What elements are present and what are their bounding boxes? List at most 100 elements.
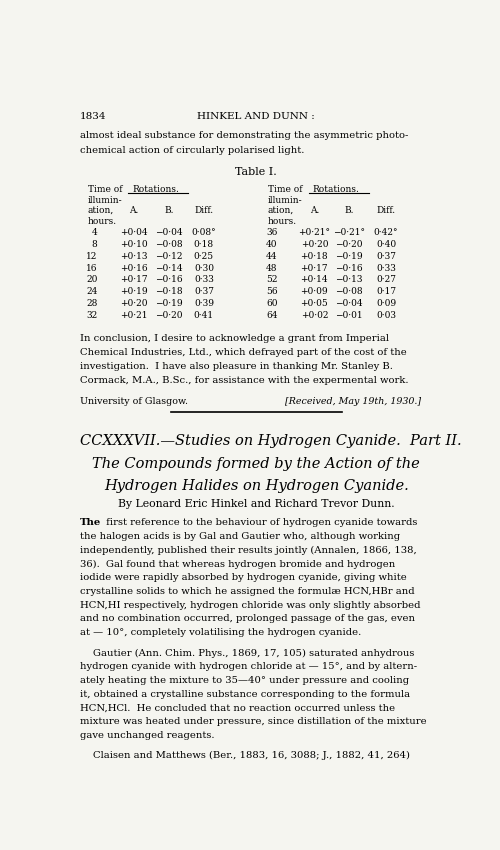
Text: illumin-: illumin- [268, 196, 302, 205]
Text: −0·16: −0·16 [155, 275, 183, 285]
Text: −0·20: −0·20 [156, 311, 183, 320]
Text: 0·41: 0·41 [194, 311, 214, 320]
Text: Time of: Time of [268, 185, 302, 194]
Text: 1834: 1834 [80, 112, 106, 121]
Text: Diff.: Diff. [194, 206, 214, 215]
Text: 0·40: 0·40 [376, 240, 396, 249]
Text: B.: B. [344, 206, 354, 215]
Text: In conclusion, I desire to acknowledge a grant from Imperial: In conclusion, I desire to acknowledge a… [80, 334, 389, 343]
Text: A.: A. [130, 206, 139, 215]
Text: 16: 16 [86, 264, 98, 273]
Text: 32: 32 [86, 311, 98, 320]
Text: +0·21: +0·21 [120, 311, 148, 320]
Text: 0·18: 0·18 [194, 240, 214, 249]
Text: 24: 24 [86, 287, 98, 296]
Text: A.: A. [310, 206, 319, 215]
Text: +0·16: +0·16 [120, 264, 148, 273]
Text: 0·08°: 0·08° [192, 229, 216, 237]
Text: 44: 44 [266, 252, 278, 261]
Text: −0·14: −0·14 [155, 264, 183, 273]
Text: −0·16: −0·16 [336, 264, 363, 273]
Text: hydrogen cyanide with hydrogen chloride at — 15°, and by altern-: hydrogen cyanide with hydrogen chloride … [80, 662, 417, 672]
Text: The: The [80, 518, 101, 527]
Text: 36: 36 [266, 229, 278, 237]
Text: −0·04: −0·04 [155, 229, 183, 237]
Text: +0·09: +0·09 [300, 287, 328, 296]
Text: The Compounds formed by the Action of the: The Compounds formed by the Action of th… [92, 456, 420, 471]
Text: at — 10°, completely volatilising the hydrogen cyanide.: at — 10°, completely volatilising the hy… [80, 628, 361, 638]
Text: Rotations.: Rotations. [312, 185, 359, 194]
Text: independently, published their results jointly (Annalen, 1866, 138,: independently, published their results j… [80, 546, 416, 555]
Text: iodide were rapidly absorbed by hydrogen cyanide, giving white: iodide were rapidly absorbed by hydrogen… [80, 573, 406, 582]
Text: +0·05: +0·05 [300, 299, 328, 308]
Text: +0·13: +0·13 [120, 252, 148, 261]
Text: the halogen acids is by Gal and Gautier who, although working: the halogen acids is by Gal and Gautier … [80, 532, 400, 541]
Text: HCN,HCl.  He concluded that no reaction occurred unless the: HCN,HCl. He concluded that no reaction o… [80, 704, 395, 712]
Text: CCXXXVII.—Studies on Hydrogen Cyanide.  Part II.: CCXXXVII.—Studies on Hydrogen Cyanide. P… [80, 434, 462, 449]
Text: 56: 56 [266, 287, 278, 296]
Text: Time of: Time of [88, 185, 122, 194]
Text: +0·04: +0·04 [120, 229, 148, 237]
Text: +0·14: +0·14 [300, 275, 328, 285]
Text: ation,: ation, [88, 206, 114, 215]
Text: first reference to the behaviour of hydrogen cyanide towards: first reference to the behaviour of hydr… [103, 518, 418, 527]
Text: investigation.  I have also pleasure in thanking Mr. Stanley B.: investigation. I have also pleasure in t… [80, 362, 393, 371]
Text: 0·37: 0·37 [376, 252, 396, 261]
Text: −0·21°: −0·21° [333, 229, 365, 237]
Text: hours.: hours. [88, 217, 117, 225]
Text: crystalline solids to which he assigned the formulæ HCN,HBr and: crystalline solids to which he assigned … [80, 587, 414, 596]
Text: 8: 8 [92, 240, 98, 249]
Text: Cormack, M.A., B.Sc., for assistance with the expermental work.: Cormack, M.A., B.Sc., for assistance wit… [80, 376, 408, 384]
Text: B.: B. [164, 206, 174, 215]
Text: Table I.: Table I. [236, 167, 277, 177]
Text: 28: 28 [86, 299, 98, 308]
Text: 0·33: 0·33 [376, 264, 396, 273]
Text: it, obtained a crystalline substance corresponding to the formula: it, obtained a crystalline substance cor… [80, 689, 410, 699]
Text: −0·18: −0·18 [155, 287, 183, 296]
Text: +0·18: +0·18 [300, 252, 328, 261]
Text: Claisen and Matthews (Ber., 1883, 16, 3088; J., 1882, 41, 264): Claisen and Matthews (Ber., 1883, 16, 30… [92, 751, 409, 761]
Text: 40: 40 [266, 240, 278, 249]
Text: By Leonard Eric Hinkel and Richard Trevor Dunn.: By Leonard Eric Hinkel and Richard Trevo… [118, 499, 394, 508]
Text: −0·08: −0·08 [155, 240, 183, 249]
Text: and no combination occurred, prolonged passage of the gas, even: and no combination occurred, prolonged p… [80, 615, 415, 623]
Text: 20: 20 [86, 275, 98, 285]
Text: −0·12: −0·12 [156, 252, 183, 261]
Text: −0·01: −0·01 [336, 311, 363, 320]
Text: −0·20: −0·20 [336, 240, 363, 249]
Text: 36).  Gal found that whereas hydrogen bromide and hydrogen: 36). Gal found that whereas hydrogen bro… [80, 559, 395, 569]
Text: Diff.: Diff. [376, 206, 396, 215]
Text: +0·21°: +0·21° [298, 229, 330, 237]
Text: +0·02: +0·02 [300, 311, 328, 320]
Text: 52: 52 [266, 275, 278, 285]
Text: [Received, May 19th, 1930.]: [Received, May 19th, 1930.] [285, 397, 421, 406]
Text: HCN,HI respectively, hydrogen chloride was only slightly absorbed: HCN,HI respectively, hydrogen chloride w… [80, 601, 420, 609]
Text: 0·42°: 0·42° [374, 229, 398, 237]
Text: 60: 60 [266, 299, 278, 308]
Text: −0·04: −0·04 [336, 299, 363, 308]
Text: 0·39: 0·39 [194, 299, 214, 308]
Text: 48: 48 [266, 264, 278, 273]
Text: 0·27: 0·27 [376, 275, 396, 285]
Text: 64: 64 [266, 311, 278, 320]
Text: −0·08: −0·08 [336, 287, 363, 296]
Text: 0·37: 0·37 [194, 287, 214, 296]
Text: −0·19: −0·19 [155, 299, 183, 308]
Text: gave unchanged reagents.: gave unchanged reagents. [80, 731, 214, 740]
Text: 0·33: 0·33 [194, 275, 214, 285]
Text: +0·20: +0·20 [120, 299, 148, 308]
Text: HINKEL AND DUNN :: HINKEL AND DUNN : [198, 112, 315, 121]
Text: ation,: ation, [268, 206, 294, 215]
Text: 0·25: 0·25 [194, 252, 214, 261]
Text: hours.: hours. [268, 217, 297, 225]
Text: 0·09: 0·09 [376, 299, 396, 308]
Text: Rotations.: Rotations. [132, 185, 179, 194]
Text: 4: 4 [92, 229, 98, 237]
Text: Hydrogen Halides on Hydrogen Cyanide.: Hydrogen Halides on Hydrogen Cyanide. [104, 479, 408, 493]
Text: illumin-: illumin- [88, 196, 122, 205]
Text: mixture was heated under pressure, since distillation of the mixture: mixture was heated under pressure, since… [80, 717, 426, 726]
Text: +0·19: +0·19 [120, 287, 148, 296]
Text: 0·03: 0·03 [376, 311, 396, 320]
Text: Gautier (Ann. Chim. Phys., 1869, 17, 105) saturated anhydrous: Gautier (Ann. Chim. Phys., 1869, 17, 105… [92, 649, 414, 658]
Text: +0·10: +0·10 [120, 240, 148, 249]
